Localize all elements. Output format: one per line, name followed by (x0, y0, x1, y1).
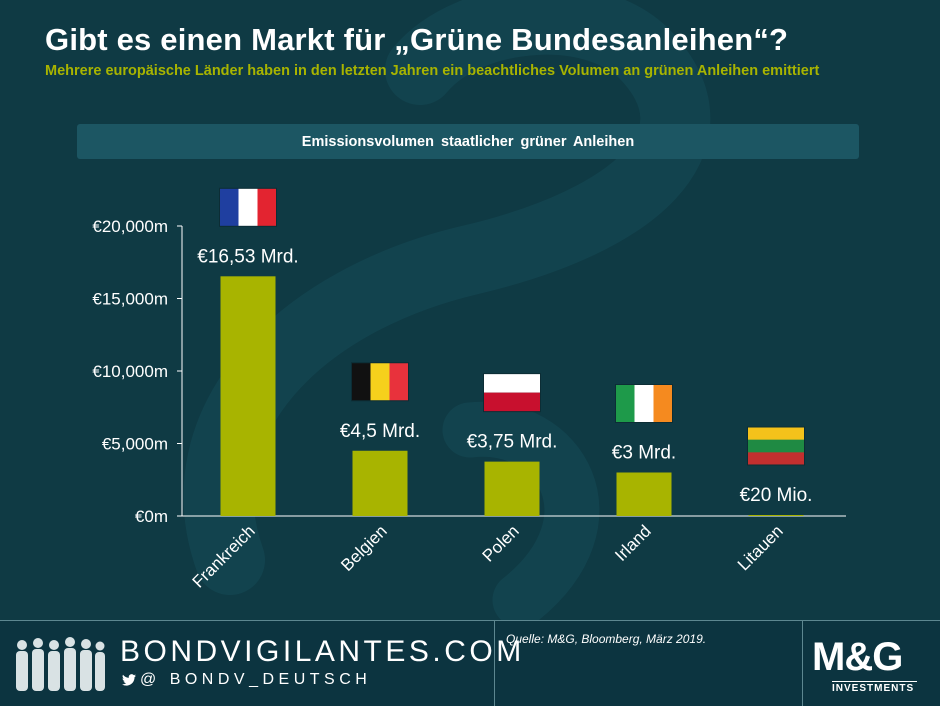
y-tick-label: €5,000m (102, 435, 168, 454)
poland-flag-icon (483, 373, 541, 413)
footer-divider (494, 621, 495, 706)
france-flag-icon (219, 187, 277, 227)
y-tick-label: €0m (135, 507, 168, 526)
chart-title: Emissionsvolumen staatlicher grüner Anle… (301, 133, 635, 150)
twitter-icon (122, 674, 136, 686)
logo-main: M&G (812, 635, 903, 679)
twitter-handle: @ BONDV_DEUTSCH (140, 671, 372, 688)
page-subtitle: Mehrere europäische Länder haben in den … (45, 63, 820, 79)
value-label: €16,53 Mrd. (197, 246, 298, 267)
flags (219, 187, 805, 466)
y-tick-label: €20,000m (92, 217, 168, 236)
lithuania-flag-icon (747, 426, 805, 466)
mg-logo: M&G INVESTMENTS (812, 635, 930, 694)
logo-sub: INVESTMENTS (832, 681, 917, 694)
value-label: €3,75 Mrd. (467, 432, 558, 453)
x-category-label: Belgien (337, 521, 391, 575)
bar-litauen (748, 515, 804, 516)
value-label: €3 Mrd. (612, 443, 676, 464)
value-label: €4,5 Mrd. (340, 421, 420, 442)
value-labels: €16,53 Mrd. €4,5 Mrd. €3,75 Mrd. €3 Mrd. €20… (197, 246, 812, 506)
ireland-flag-icon (615, 384, 673, 423)
twitter-handle-row: @ BONDV_DEUTSCH (122, 671, 371, 689)
bar-polen (484, 461, 540, 516)
x-category-label: Litauen (734, 521, 787, 574)
x-category-label: Irland (611, 521, 655, 565)
y-tick-label: €15,000m (92, 290, 168, 309)
x-category-label: Polen (479, 521, 523, 565)
source-note: Quelle: M&G, Bloomberg, März 2019. (506, 632, 707, 646)
value-label: €20 Mio. (740, 485, 813, 506)
bar-chart: €0m €5,000m €10,000m €15,000m €20,000m €16,5… (92, 187, 846, 592)
x-axis-labels: Frankreich Belgien Polen Irland Litauen (189, 521, 787, 591)
people-silhouette-icon (16, 637, 105, 691)
page-title: Gibt es einen Markt für „Grüne Bundesanl… (45, 22, 789, 57)
chart-title-banner: Emissionsvolumen staatlicher grüner Anle… (77, 124, 859, 159)
footer-divider (802, 621, 803, 706)
belgium-flag-icon (351, 362, 409, 402)
brand-name: BONDVIGILANTES.COM (120, 635, 525, 668)
footer: BONDVIGILANTES.COM @ BONDV_DEUTSCH Quell… (0, 620, 940, 706)
bar-irland (616, 472, 672, 516)
bar-frankreich (220, 276, 276, 516)
x-category-label: Frankreich (189, 521, 259, 591)
bars (220, 276, 804, 516)
bar-belgien (352, 450, 408, 516)
y-tick-label: €10,000m (92, 362, 168, 381)
